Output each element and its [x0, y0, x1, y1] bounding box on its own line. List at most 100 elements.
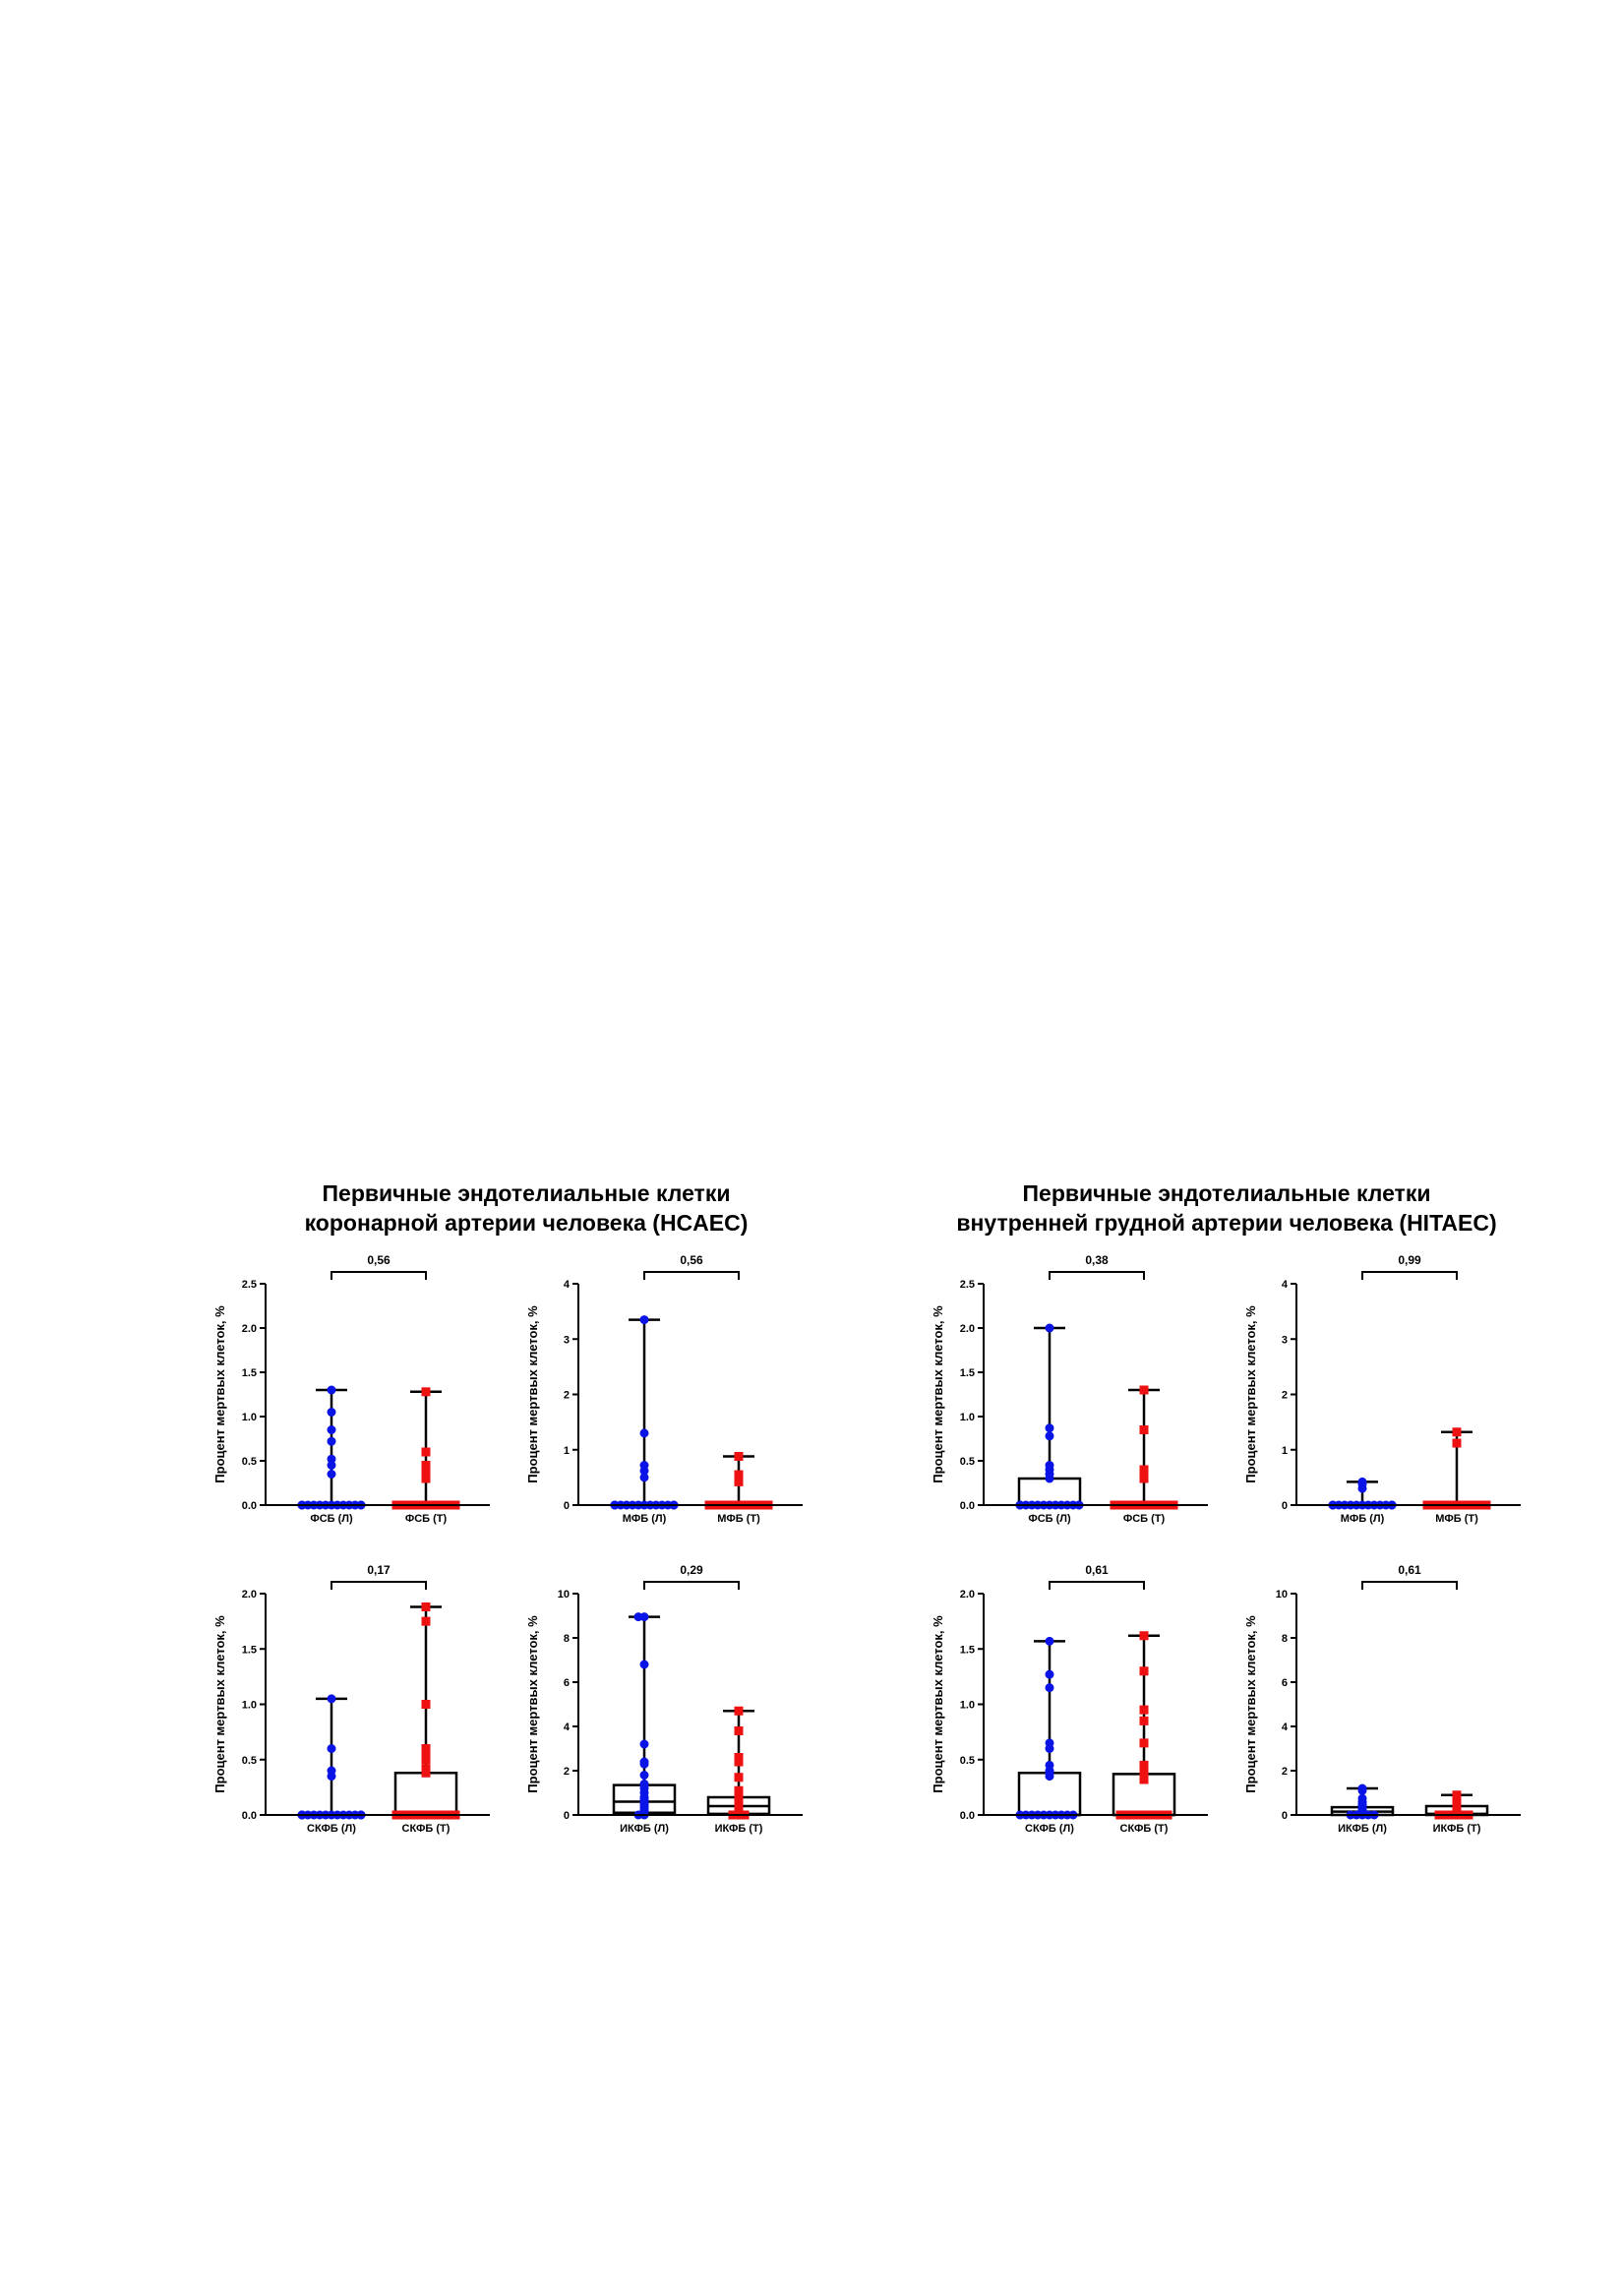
y-tick-label: 0 — [1282, 1810, 1288, 1822]
y-tick-label: 2 — [564, 1390, 570, 1402]
data-point — [639, 1315, 649, 1325]
data-point — [327, 1454, 336, 1464]
data-point — [1045, 1669, 1054, 1679]
y-tick-label: 4 — [1282, 1722, 1289, 1733]
data-point — [1357, 1785, 1367, 1795]
x-tick-label: ФСБ (Т) — [405, 1513, 448, 1525]
x-tick-label: ИКФБ (Л) — [1338, 1823, 1387, 1835]
data-point — [639, 1771, 649, 1780]
data-point — [327, 1461, 336, 1470]
y-tick-label: 0.0 — [960, 1810, 975, 1822]
data-point — [421, 1602, 431, 1611]
data-point — [734, 1477, 744, 1486]
data-point — [1452, 1438, 1462, 1448]
data-point — [1139, 1760, 1149, 1770]
y-axis-label: Процент мертвых клеток, % — [525, 1305, 540, 1483]
data-point — [639, 1473, 649, 1482]
y-tick-label: 2.0 — [960, 1323, 975, 1335]
data-point — [734, 1726, 744, 1735]
x-tick-label: ИКФБ (Т) — [1433, 1823, 1481, 1835]
y-tick-label: 1.5 — [242, 1367, 257, 1379]
x-tick-label: СКФБ (Т) — [1120, 1823, 1169, 1835]
chart-panel-8: Процент мертвых клеток, % 0 2 4 6 8 10 ИКФБ (Л)… — [1243, 1563, 1521, 1835]
data-point — [421, 1387, 431, 1397]
x-tick-label: СКФБ (Л) — [307, 1823, 356, 1835]
y-tick-label: 2 — [1282, 1390, 1288, 1402]
y-tick-label: 2.5 — [960, 1279, 975, 1291]
significance-bracket — [331, 1271, 427, 1280]
data-point — [1045, 1474, 1054, 1483]
chart-panel-5: Процент мертвых клеток, % 0.0 0.5 1.0 1.5 2.0… — [212, 1563, 490, 1835]
data-point — [639, 1428, 649, 1438]
significance-bracket — [1049, 1271, 1145, 1280]
y-tick-label: 2.0 — [960, 1589, 975, 1601]
y-tick-label: 2.5 — [242, 1279, 257, 1291]
group-title-hitaec: Первичные эндотелиальные клетки внутренн… — [882, 1178, 1571, 1238]
significance-bracket — [643, 1581, 740, 1590]
y-axis-label: Процент мертвых клеток, % — [212, 1305, 227, 1483]
chart-panel-1: Процент мертвых клеток, % 0.0 0.5 1.0 1.5 2.0… — [212, 1253, 490, 1525]
data-point — [1045, 1431, 1054, 1441]
x-tick-label: ИКФБ (Т) — [715, 1823, 763, 1835]
p-value-label: 0,99 — [1398, 1253, 1421, 1267]
data-point — [421, 1447, 431, 1457]
data-point — [639, 1759, 649, 1769]
y-tick-label: 6 — [1282, 1677, 1288, 1689]
data-point — [327, 1470, 336, 1479]
data-point — [1139, 1738, 1149, 1748]
y-tick-label: 3 — [564, 1334, 570, 1346]
y-tick-label: 2.0 — [242, 1323, 257, 1335]
box — [393, 1772, 458, 1817]
y-tick-label: 10 — [558, 1589, 570, 1601]
x-tick-label: МФБ (Л) — [1341, 1513, 1385, 1525]
data-point — [1139, 1705, 1149, 1715]
chart-panel-2: Процент мертвых клеток, % 0 1 2 3 4 МФБ (Л) МФБ… — [525, 1253, 803, 1525]
data-point — [1139, 1666, 1149, 1676]
y-tick-label: 10 — [1276, 1589, 1288, 1601]
x-tick-label: ФСБ (Л) — [1028, 1513, 1071, 1525]
data-point — [1045, 1744, 1054, 1753]
data-point — [327, 1408, 336, 1417]
y-tick-label: 4 — [564, 1722, 571, 1733]
y-tick-label: 2.0 — [242, 1589, 257, 1601]
data-point — [327, 1385, 336, 1395]
y-tick-label: 3 — [1282, 1334, 1288, 1346]
y-tick-label: 1.0 — [242, 1412, 257, 1423]
data-point — [1139, 1631, 1149, 1641]
y-axis-label: Процент мертвых клеток, % — [525, 1615, 540, 1793]
data-point — [639, 1739, 649, 1749]
significance-bracket — [643, 1271, 740, 1280]
data-point — [1139, 1425, 1149, 1434]
x-tick-label: ИКФБ (Л) — [620, 1823, 669, 1835]
y-tick-label: 0 — [564, 1810, 570, 1822]
group-title-hcaec-line1: Первичные эндотелиальные клетки — [322, 1180, 731, 1206]
group-title-hitaec-line1: Первичные эндотелиальные клетки — [1022, 1180, 1431, 1206]
y-tick-label: 0.5 — [960, 1456, 975, 1468]
y-tick-label: 6 — [564, 1677, 570, 1689]
data-point — [1139, 1385, 1149, 1395]
y-tick-label: 0.5 — [960, 1755, 975, 1767]
y-tick-label: 0 — [1282, 1500, 1288, 1512]
y-tick-label: 1.0 — [242, 1700, 257, 1712]
data-point — [327, 1772, 336, 1782]
data-point — [1452, 1791, 1462, 1801]
group-title-hitaec-line2: внутренней грудной артерии человека (HIT… — [956, 1210, 1497, 1236]
p-value-label: 0,17 — [367, 1563, 391, 1577]
significance-bracket — [331, 1581, 427, 1590]
data-point — [1139, 1474, 1149, 1483]
y-tick-label: 1.5 — [242, 1644, 257, 1656]
data-point — [421, 1744, 431, 1753]
p-value-label: 0,61 — [1085, 1563, 1109, 1577]
p-value-label: 0,61 — [1398, 1563, 1421, 1577]
y-tick-label: 0.5 — [242, 1456, 257, 1468]
group-title-hcaec: Первичные эндотелиальные клетки коронарн… — [182, 1178, 871, 1238]
chart-panel-3: Процент мертвых клеток, % 0.0 0.5 1.0 1.5 2.0… — [931, 1253, 1208, 1525]
y-tick-label: 1.5 — [960, 1644, 975, 1656]
data-point — [421, 1474, 431, 1483]
y-tick-label: 1 — [564, 1445, 570, 1457]
data-point — [734, 1757, 744, 1767]
y-axis-label: Процент мертвых клеток, % — [1243, 1615, 1258, 1793]
significance-bracket — [1361, 1581, 1458, 1590]
data-point — [1357, 1483, 1367, 1493]
